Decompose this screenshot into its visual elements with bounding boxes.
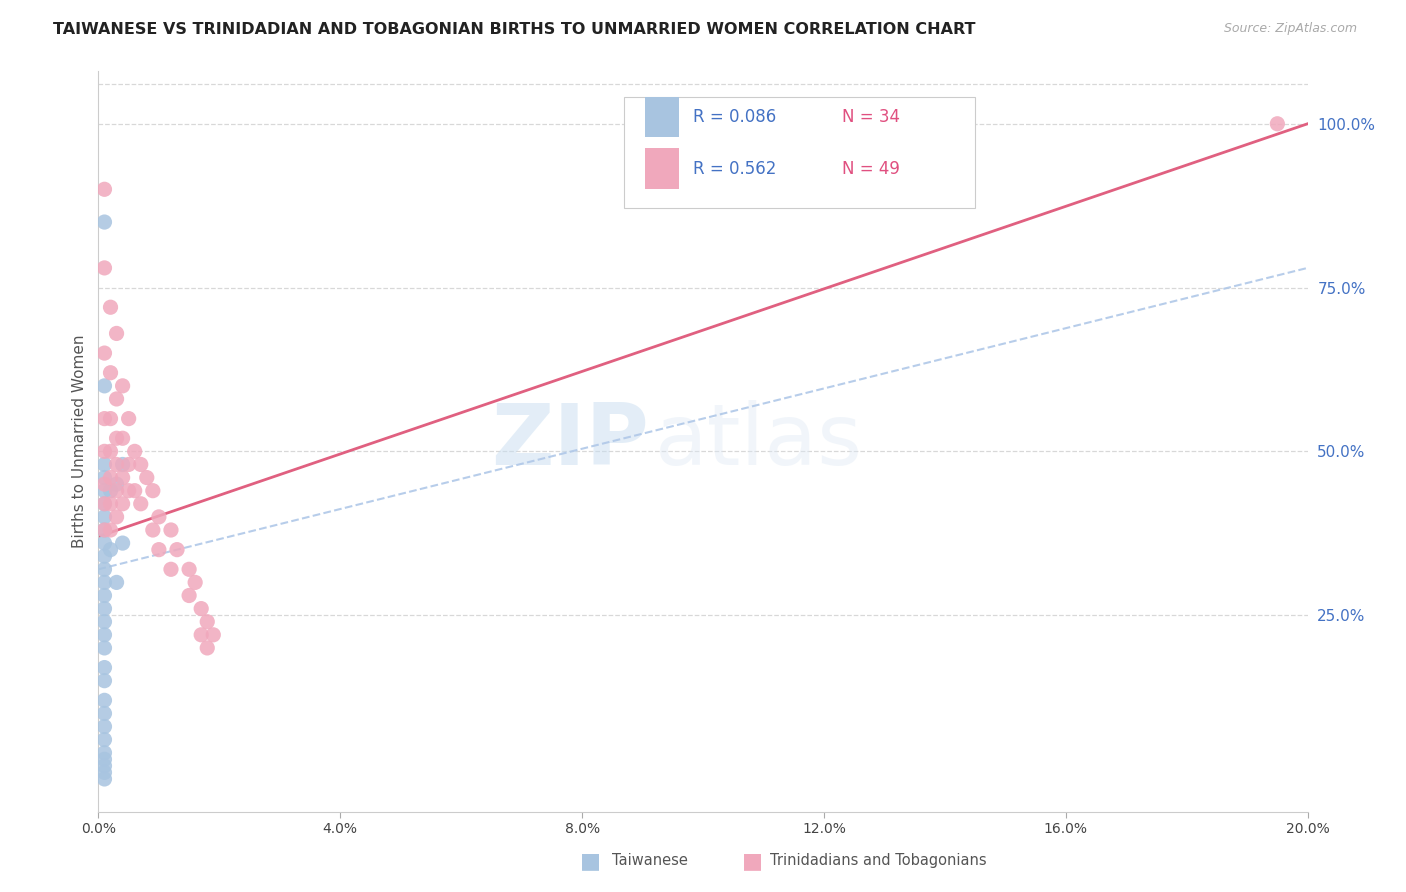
Point [148,542,170,557]
Point [118,483,141,498]
Point [179,589,201,603]
Point [93,182,115,196]
Point [93,215,115,229]
Text: N = 49: N = 49 [842,160,900,178]
Point [93,562,115,576]
Text: R = 0.086: R = 0.086 [693,108,776,126]
Text: Taiwanese: Taiwanese [612,854,688,868]
Point [195,640,218,655]
Point [93,536,115,550]
Point [100,523,122,537]
Point [93,720,115,734]
Point [105,431,128,445]
Point [1267,117,1289,131]
Point [93,752,115,766]
Point [142,523,165,537]
Point [148,509,170,524]
Point [118,458,141,472]
Text: N = 34: N = 34 [842,108,900,126]
Point [93,746,115,760]
Bar [645,148,679,189]
Point [202,628,225,642]
Point [93,497,115,511]
Point [100,497,122,511]
Point [111,536,134,550]
Text: ■: ■ [581,851,600,871]
Point [93,772,115,786]
Point [105,326,128,341]
Point [111,431,134,445]
Point [166,542,188,557]
Point [100,542,122,557]
Point [93,260,115,275]
Point [93,470,115,484]
Point [118,411,141,425]
Point [93,346,115,360]
Point [93,575,115,590]
Point [100,483,122,498]
Point [93,411,115,425]
Point [160,523,183,537]
Point [111,497,134,511]
Point [179,562,201,576]
Point [93,477,115,491]
Point [93,589,115,603]
Point [105,575,128,590]
Point [93,601,115,615]
Point [100,470,122,484]
Point [93,458,115,472]
Point [124,444,146,458]
Point [124,483,146,498]
FancyBboxPatch shape [624,97,976,209]
Point [129,458,152,472]
Point [195,615,218,629]
Point [105,509,128,524]
Text: ■: ■ [742,851,762,871]
Point [93,640,115,655]
Text: TAIWANESE VS TRINIDADIAN AND TOBAGONIAN BIRTHS TO UNMARRIED WOMEN CORRELATION CH: TAIWANESE VS TRINIDADIAN AND TOBAGONIAN … [53,22,976,37]
Point [160,562,183,576]
Point [100,444,122,458]
Point [105,458,128,472]
Point [111,379,134,393]
Point [93,673,115,688]
Y-axis label: Births to Unmarried Women: Births to Unmarried Women [72,334,87,549]
Point [142,483,165,498]
Point [111,458,134,472]
Bar [645,96,679,137]
Point [100,411,122,425]
Point [190,628,212,642]
Text: ZIP: ZIP [491,400,648,483]
Point [93,379,115,393]
Text: Source: ZipAtlas.com: Source: ZipAtlas.com [1223,22,1357,36]
Text: R = 0.562: R = 0.562 [693,160,776,178]
Point [111,470,134,484]
Point [93,615,115,629]
Point [129,497,152,511]
Point [93,732,115,747]
Point [93,549,115,564]
Point [93,444,115,458]
Point [93,483,115,498]
Text: Trinidadians and Tobagonians: Trinidadians and Tobagonians [770,854,987,868]
Point [93,628,115,642]
Point [105,477,128,491]
Point [105,483,128,498]
Point [93,765,115,780]
Point [105,392,128,406]
Point [135,470,157,484]
Point [184,575,207,590]
Point [93,759,115,773]
Point [100,366,122,380]
Point [93,523,115,537]
Point [93,509,115,524]
Point [93,523,115,537]
Point [190,601,212,615]
Point [93,706,115,721]
Point [93,660,115,674]
Point [100,300,122,314]
Text: atlas: atlas [655,400,863,483]
Point [93,693,115,707]
Point [93,497,115,511]
